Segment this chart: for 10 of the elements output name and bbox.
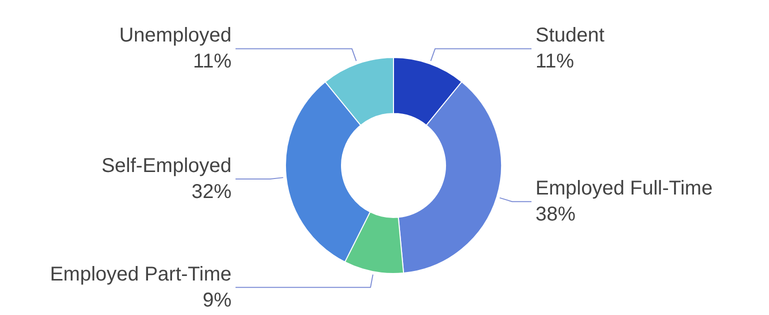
data-label: 9%	[202, 289, 232, 312]
slice-label: Self-Employed	[101, 154, 232, 177]
data-label: 11%	[192, 50, 232, 73]
data-label: 38%	[536, 204, 576, 226]
slice-label: Employed Full-Time	[536, 178, 713, 200]
slice-label: Student	[536, 24, 605, 47]
slice-label: Unemployed	[119, 24, 232, 47]
data-label: 32%	[191, 180, 232, 203]
data-label: 11%	[536, 50, 574, 73]
slice-label: Employed Part-Time	[50, 263, 232, 286]
